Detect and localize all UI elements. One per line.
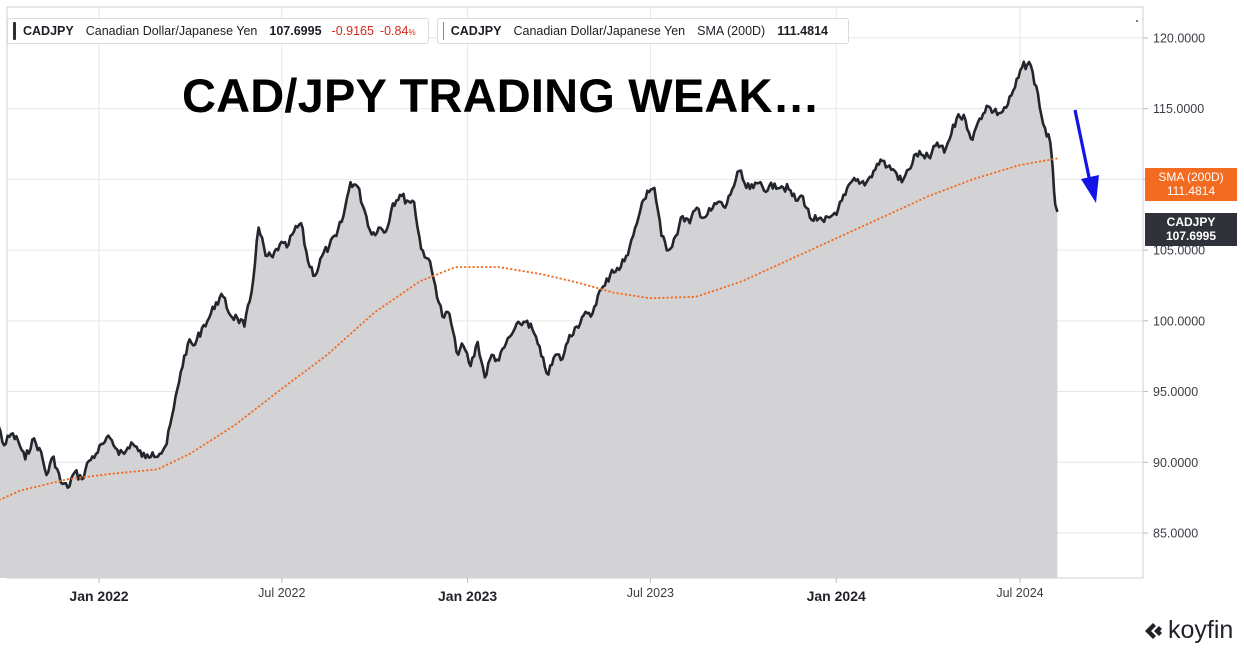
price-tag-label: CADJPY (1166, 215, 1216, 229)
y-tick-label: 115.0000 (1153, 102, 1204, 116)
y-tick-label: 120.0000 (1153, 31, 1205, 45)
sma-tag-label: SMA (200D) (1158, 170, 1224, 184)
brand-logo: koyfin (1142, 616, 1233, 645)
legend-sma[interactable]: CADJPY Canadian Dollar/Japanese Yen SMA … (437, 18, 849, 44)
x-tick-label: Jul 2023 (627, 586, 674, 600)
y-tick-label: 100.0000 (1153, 314, 1205, 328)
menu-dot-icon[interactable] (1136, 20, 1138, 22)
legend-sma-name: Canadian Dollar/Japanese Yen (513, 24, 686, 38)
x-tick-label: Jan 2023 (438, 588, 497, 604)
y-tick-label: 95.0000 (1153, 385, 1198, 399)
legend-sma-indicator: SMA (200D) (697, 24, 766, 38)
x-axis: Jan 2022 Jul 2022 Jan 2023 Jul 2023 Jan 2024… (69, 578, 1044, 604)
x-tick-label: Jan 2022 (69, 588, 128, 604)
legend-change-pct: -0.84% (379, 24, 416, 38)
price-line (0, 60, 1059, 489)
y-tick-label: 90.0000 (1153, 456, 1198, 470)
price-tag-value: 107.6995 (1165, 229, 1217, 243)
down-arrow-icon (1073, 109, 1099, 203)
sma-tag-value: 111.4814 (1166, 184, 1216, 198)
legend-sma-symbol: CADJPY (450, 24, 502, 38)
y-tick-label: 105.0000 (1153, 244, 1205, 258)
price-swatch (13, 22, 16, 40)
last-price-tag: CADJPY 107.6995 (1145, 213, 1237, 246)
y-tick-label: 85.0000 (1153, 527, 1198, 541)
sma-line (0, 157, 1058, 501)
sma-price-tag: SMA (200D) 111.4814 (1145, 168, 1237, 201)
brand-name: koyfin (1168, 616, 1234, 644)
sma-swatch (443, 22, 444, 40)
y-axis: 85.000090.000095.0000100.0000105.0000110… (1143, 31, 1205, 541)
legend-name: Canadian Dollar/Japanese Yen (85, 24, 258, 38)
x-tick-label: Jul 2022 (258, 586, 305, 600)
x-tick-label: Jan 2024 (807, 588, 866, 604)
legend-symbol: CADJPY (23, 24, 74, 38)
legend-value: 107.6995 (269, 24, 322, 38)
legend-sma-value: 111.4814 (777, 24, 828, 38)
legend-change: -0.9165 (331, 24, 374, 38)
koyfin-logo-icon (1145, 622, 1162, 639)
x-tick-label: Jul 2024 (996, 586, 1043, 600)
chart-title: CAD/JPY TRADING WEAK… (182, 69, 820, 122)
legend-price[interactable]: CADJPY Canadian Dollar/Japanese Yen 107.… (7, 18, 429, 44)
price-area (0, 61, 1058, 578)
